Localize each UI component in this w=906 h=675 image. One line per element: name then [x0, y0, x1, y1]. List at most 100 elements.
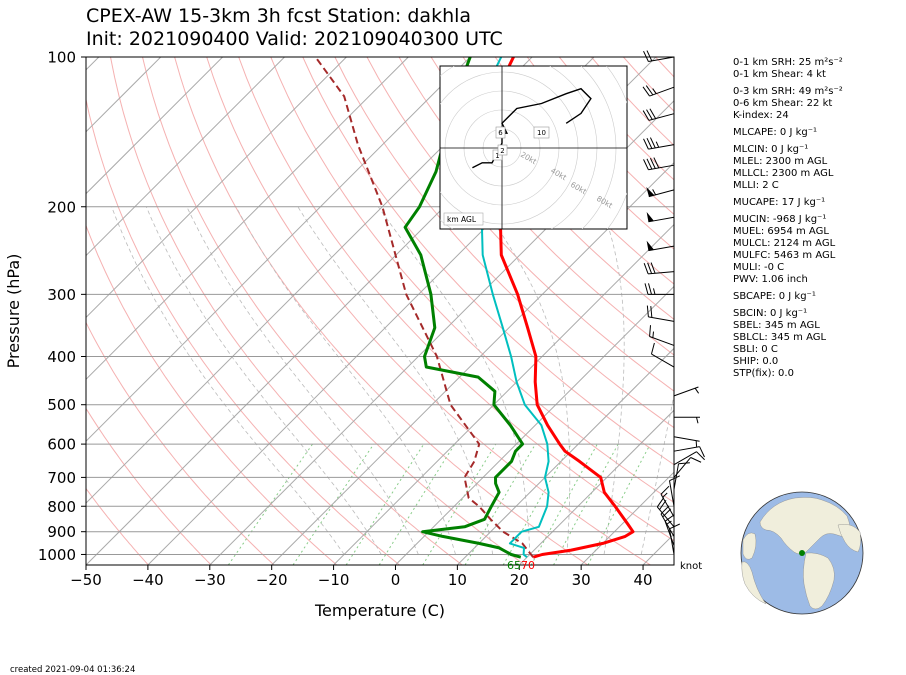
wind-barb — [649, 325, 675, 346]
isotherm — [209, 100, 674, 565]
dry-adiabat — [86, 97, 400, 565]
y-tick-label: 400 — [47, 348, 76, 366]
parameter-line: MULCL: 2124 m AGL — [733, 238, 836, 249]
dry-adiabat — [142, 57, 526, 565]
wind-barb — [646, 186, 675, 198]
wind-barb — [674, 416, 700, 424]
parameter-line: SBLI: 0 C — [733, 344, 778, 355]
wind-barb — [673, 457, 702, 478]
isotherm — [580, 471, 674, 565]
parameter-line: MLLI: 2 C — [733, 180, 779, 191]
mixing-ratio-line — [422, 443, 497, 565]
wind-barb — [673, 386, 700, 397]
mixing-ratio-line — [345, 443, 425, 565]
isotherm — [271, 161, 674, 565]
chart-title: CPEX-AW 15-3km 3h fcst Station: dakhla — [86, 5, 472, 27]
parameter-line: K-index: 24 — [733, 110, 789, 121]
x-tick-label: 10 — [448, 571, 467, 589]
y-tick-label: 1000 — [38, 546, 76, 564]
hodograph-height-label: 2 — [500, 147, 504, 155]
x-tick-label: 40 — [634, 571, 653, 589]
parcel-profile — [314, 57, 534, 558]
dry-adiabat — [86, 321, 275, 565]
dry-adiabat — [86, 224, 338, 565]
wind-barb — [650, 342, 675, 368]
isotherm — [518, 409, 674, 565]
x-tick-label: −40 — [132, 571, 164, 589]
isotherm — [86, 57, 285, 257]
parameter-line: SBLCL: 345 m AGL — [733, 332, 827, 343]
wind-barb — [673, 446, 705, 458]
y-tick-label: 100 — [47, 49, 76, 67]
surface-temperature-label: 70 — [521, 559, 535, 572]
wind-barb — [642, 85, 675, 97]
wind-barb — [643, 262, 675, 275]
mixing-ratio-line — [378, 443, 456, 565]
x-axis-label: Temperature (C) — [314, 601, 445, 620]
hodograph-height-label: 6 — [498, 129, 503, 137]
moist-adiabat — [186, 206, 419, 555]
parameter-line: MUEL: 6954 m AGL — [733, 226, 829, 237]
dry-adiabat — [174, 57, 588, 565]
x-tick-label: 30 — [572, 571, 591, 589]
wind-barb — [646, 240, 675, 252]
hodograph-unit-label: km AGL — [447, 215, 477, 224]
isotherm — [86, 57, 347, 319]
dewpoint-profile — [403, 57, 525, 559]
wind-barb — [668, 523, 681, 555]
parameter-line: 0-6 km Shear: 22 kt — [733, 98, 833, 109]
wind-barb — [644, 283, 674, 295]
x-tick-label: −20 — [256, 571, 288, 589]
mixing-ratio-line — [464, 443, 536, 565]
parameter-line: MULFC: 5463 m AGL — [733, 250, 836, 261]
chart-subtitle: Init: 2021090400 Valid: 202109040300 UTC — [86, 28, 503, 50]
moist-adiabat — [482, 206, 571, 555]
parameter-line: MUCAPE: 17 J kg⁻¹ — [733, 197, 826, 208]
station-marker — [799, 550, 805, 556]
isotherm — [395, 285, 674, 565]
dry-adiabat — [366, 57, 674, 392]
parameter-line: 0-3 km SRH: 49 m²s⁻² — [733, 86, 843, 97]
isotherm — [86, 57, 223, 195]
isotherm — [457, 347, 674, 565]
created-timestamp: created 2021-09-04 01:36:24 — [10, 665, 136, 675]
y-axis-label: Pressure (hPa) — [4, 254, 23, 369]
parameter-line: 0-1 km SRH: 25 m²s⁻² — [733, 57, 843, 68]
parameter-line: SBEL: 345 m AGL — [733, 320, 820, 331]
parameter-line: STP(fix): 0.0 — [733, 368, 794, 379]
x-tick-label: −10 — [318, 571, 350, 589]
wind-barb — [673, 462, 690, 490]
wind-barb — [642, 108, 675, 121]
parameter-line: MULI: -0 C — [733, 262, 785, 273]
dry-adiabat — [430, 57, 674, 320]
parameter-line: SBCIN: 0 J kg⁻¹ — [733, 308, 808, 319]
y-tick-label: 500 — [47, 396, 76, 414]
dry-adiabat — [110, 57, 463, 565]
plot-frame — [85, 56, 675, 566]
parameter-line: SBCAPE: 0 J kg⁻¹ — [733, 291, 816, 302]
isotherm — [86, 57, 162, 133]
dry-adiabat — [398, 57, 674, 356]
parameter-line: MLCAPE: 0 J kg⁻¹ — [733, 127, 818, 138]
dry-adiabat — [270, 57, 674, 503]
parameter-line: MUCIN: -968 J kg⁻¹ — [733, 214, 827, 225]
dry-adiabat — [334, 57, 674, 429]
globe-locator-map — [740, 491, 864, 615]
wind-barb — [673, 451, 705, 466]
parameter-line: PWV: 1.06 inch — [733, 274, 808, 285]
x-tick-label: 0 — [391, 571, 401, 589]
dry-adiabat — [302, 57, 674, 466]
isotherm — [333, 223, 674, 565]
wind-barb — [660, 485, 675, 518]
sounding-parameters: 0-1 km SRH: 25 m²s⁻² 0-1 km Shear: 4 kt 0-… — [733, 57, 903, 380]
y-tick-label: 900 — [47, 523, 76, 541]
dry-adiabat — [462, 57, 674, 285]
x-tick-label: 20 — [510, 571, 529, 589]
y-tick-label: 700 — [47, 469, 76, 487]
isotherm — [86, 57, 409, 381]
wind-barb — [646, 305, 675, 322]
y-tick-label: 800 — [47, 498, 76, 516]
mixing-ratio-line — [292, 443, 375, 565]
parameter-line: SHIP: 0.0 — [733, 356, 779, 367]
